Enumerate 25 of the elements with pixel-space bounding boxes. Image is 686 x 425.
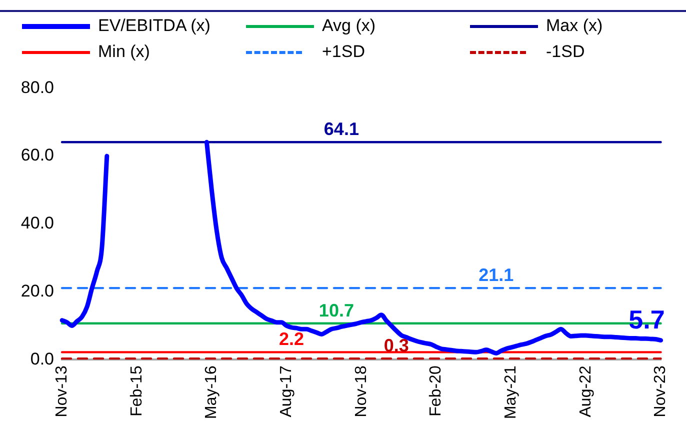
- legend-label: EV/EBITDA (x): [98, 16, 210, 36]
- y-tick-label: 0.0: [30, 349, 54, 368]
- y-tick-label: 60.0: [20, 146, 54, 165]
- data-label: 2.2: [279, 329, 304, 350]
- y-tick-label: 20.0: [20, 281, 54, 300]
- data-label: 21.1: [478, 265, 514, 286]
- x-tick-label: Aug-17: [278, 366, 295, 418]
- legend-label: Avg (x): [322, 16, 376, 36]
- x-tick-label: Aug-22: [577, 366, 594, 418]
- legend-label: +1SD: [322, 42, 365, 62]
- x-tick-label: Feb-20: [428, 366, 445, 416]
- legend-label: -1SD: [546, 42, 585, 62]
- data-label: 10.7: [318, 300, 354, 320]
- x-tick-label: Feb-15: [128, 366, 146, 416]
- legend-label: Min (x): [98, 42, 150, 62]
- x-tick-label: May-16: [203, 366, 220, 420]
- legend-label: Max (x): [546, 16, 603, 36]
- x-tick-label: Nov-18: [352, 366, 370, 418]
- data-label: 0.3: [384, 336, 409, 356]
- y-tick-label: 80.0: [20, 78, 54, 97]
- x-tick-label: Nov-13: [53, 366, 70, 418]
- x-tick-label: May-21: [502, 366, 520, 420]
- data-label: 64.1: [324, 119, 359, 140]
- y-tick-label: 40.0: [20, 214, 54, 233]
- x-tick-label: Nov-23: [652, 366, 670, 418]
